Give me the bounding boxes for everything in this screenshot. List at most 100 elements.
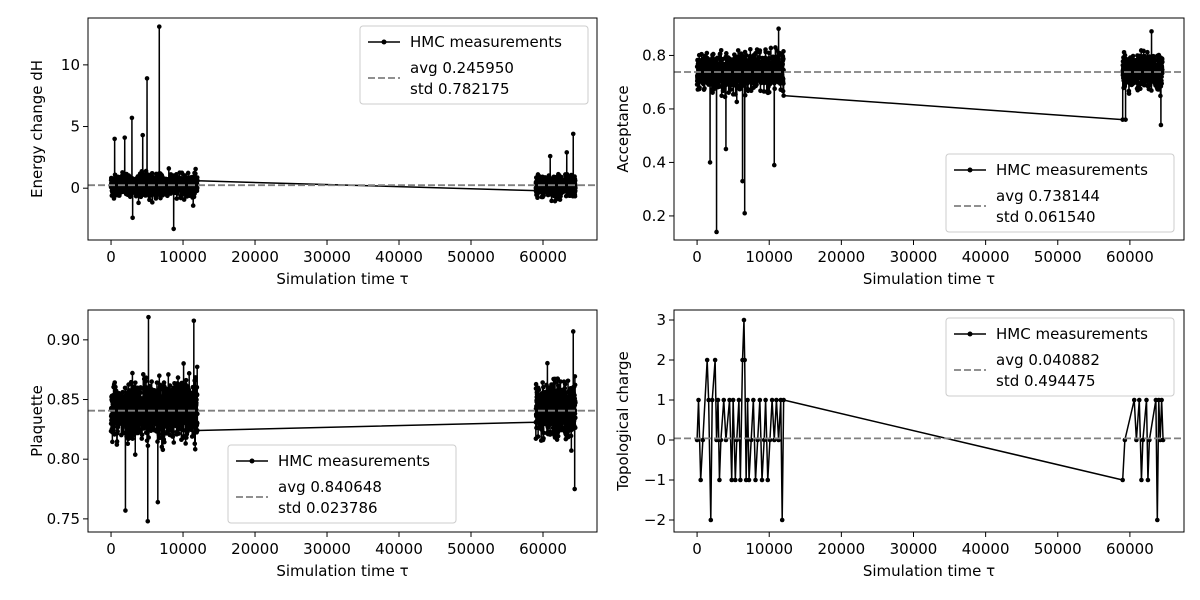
data-point [195,411,200,417]
data-point [563,390,568,395]
data-point [112,380,118,385]
data-point [156,431,162,436]
data-point [723,146,729,152]
data-point [1159,70,1165,76]
data-point [157,373,162,379]
x-tick-label: 20000 [231,248,279,266]
data-point [541,384,546,390]
data-point [111,196,117,201]
data-point [711,51,716,57]
data-point [143,378,149,384]
data-point [130,370,135,376]
x-tick-label: 10000 [159,248,207,266]
data-point [702,86,707,91]
data-point [1122,52,1128,58]
data-point [1159,81,1165,86]
data-point [194,384,200,390]
data-point [1138,86,1143,92]
data-point [149,421,155,427]
data-point [122,135,128,140]
data-point [728,87,734,92]
data-point [183,441,188,446]
y-tick-label: 0 [70,179,80,197]
data-point [128,379,134,385]
data-point [171,440,177,445]
data-point [161,380,167,385]
data-point [181,197,187,202]
data-point [742,210,747,216]
plot-area [674,26,1184,235]
data-point [717,51,723,57]
data-point [137,427,142,433]
data-point [191,318,197,324]
data-point [562,385,568,391]
data-point [146,314,151,320]
data-point [1158,122,1164,128]
data-point [1149,29,1154,34]
data-point [565,378,571,384]
data-point [147,383,152,389]
data-point [136,200,141,206]
data-point [160,428,165,433]
data-point [130,436,135,441]
data-point [194,175,200,180]
data-point [157,435,163,441]
data-point [123,385,128,391]
plot-area [88,24,597,232]
y-tick-label: 10 [61,56,80,74]
data-point [733,92,738,97]
data-point [766,50,772,56]
data-point [541,193,546,198]
data-point [573,185,578,191]
data-point [1159,74,1164,79]
data-point [132,452,138,457]
data-point [155,499,161,505]
data-point [1159,67,1165,72]
data-point [697,85,702,91]
data-point [758,88,763,94]
data-point [140,132,146,138]
data-point [552,380,558,385]
data-point [189,434,195,439]
data-point [534,425,539,431]
x-tick-label: 10000 [745,248,793,266]
data-point [781,81,786,86]
data-point [113,384,118,390]
data-point [541,436,546,441]
data-point [545,360,550,366]
data-point [183,377,189,383]
data-point [143,168,149,174]
data-point [160,447,166,453]
x-tick-label: 20000 [817,248,865,266]
data-point [748,88,754,94]
x-tick-label: 0 [692,248,702,266]
x-axis-label: Simulation time τ [276,270,408,288]
data-point [194,364,200,370]
data-point [146,435,151,440]
data-point [184,435,189,440]
data-point [1141,48,1146,54]
data-point [558,379,563,384]
data-point [552,198,558,204]
data-point [1159,56,1165,61]
data-point [143,375,149,380]
data-point [1158,93,1163,99]
data-point [781,67,786,73]
data-point [130,215,135,221]
data-point [780,76,786,82]
data-point [170,434,176,439]
x-axis-label: Simulation time τ [863,270,995,288]
data-point [156,24,162,29]
data-point [539,426,545,432]
data-point [165,193,170,199]
data-point [133,380,138,385]
data-point [1152,58,1157,64]
data-point [167,383,173,388]
legend-series-marker [967,167,973,173]
data-point [780,88,786,94]
data-point [114,439,120,444]
data-point [569,448,574,453]
data-point [177,384,183,390]
